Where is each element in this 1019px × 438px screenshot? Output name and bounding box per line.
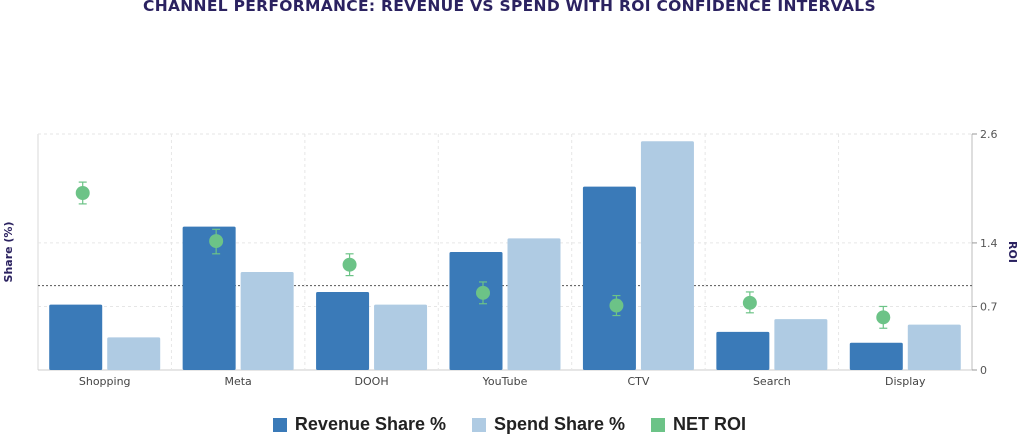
roi-point (609, 298, 624, 313)
roi-point (342, 257, 357, 272)
revenue-bar (849, 342, 903, 370)
chart-title: CHANNEL PERFORMANCE: REVENUE VS SPEND WI… (143, 0, 876, 15)
roi-point (75, 186, 90, 200)
legend-label-revenue: Revenue Share % (294, 414, 446, 434)
revenue-bar (182, 226, 236, 370)
legend-label-roi: NET ROI (673, 414, 747, 434)
legend-item-spend[interactable]: Spend Share % (472, 414, 625, 435)
spend-bar (640, 141, 694, 370)
chart-plot: 0 0.7 1.4 2.6 Share (%) ROI Shopping Meta DOOH Yo… (2, 128, 1019, 388)
spend-bar (907, 324, 961, 370)
y2-tick-label: 0 (980, 364, 987, 377)
x-tick-label: Display (885, 375, 926, 388)
roi-point (742, 295, 757, 310)
x-tick-label: Search (753, 375, 791, 388)
spend-bar (774, 319, 828, 370)
legend-swatch-revenue (272, 417, 287, 432)
legend-label-spend: Spend Share % (494, 414, 626, 434)
x-tick-label: CTV (627, 375, 649, 388)
spend-bar (507, 238, 561, 370)
spend-bar (240, 271, 294, 370)
y2-axis-title: ROI (1006, 241, 1019, 263)
revenue-bar (582, 186, 636, 370)
chart-legend: Revenue Share % Spend Share % NET ROI (0, 414, 1019, 435)
x-tick-label: Shopping (79, 375, 131, 388)
revenue-bar (316, 291, 370, 370)
legend-swatch-roi (651, 417, 666, 432)
x-tick-label: YouTube (482, 375, 528, 388)
revenue-bar (716, 331, 770, 370)
roi-point (876, 310, 891, 325)
y2-tick-label: 0.7 (980, 300, 998, 313)
y-axis-title: Share (%) (2, 222, 15, 283)
revenue-bar (49, 304, 103, 370)
y2-tick-label: 1.4 (980, 237, 998, 250)
roi-point (476, 285, 490, 300)
y2-tick-label: 2.6 (980, 128, 998, 141)
legend-swatch-spend (472, 417, 486, 432)
revenue-bar (449, 252, 503, 370)
spend-bar (107, 337, 161, 370)
x-tick-label: Meta (224, 375, 251, 388)
legend-item-roi[interactable]: NET ROI (651, 414, 746, 435)
legend-item-revenue[interactable]: Revenue Share % (272, 414, 446, 435)
x-tick-label: DOOH (355, 375, 389, 388)
spend-bar (374, 304, 428, 370)
roi-point (209, 234, 224, 249)
